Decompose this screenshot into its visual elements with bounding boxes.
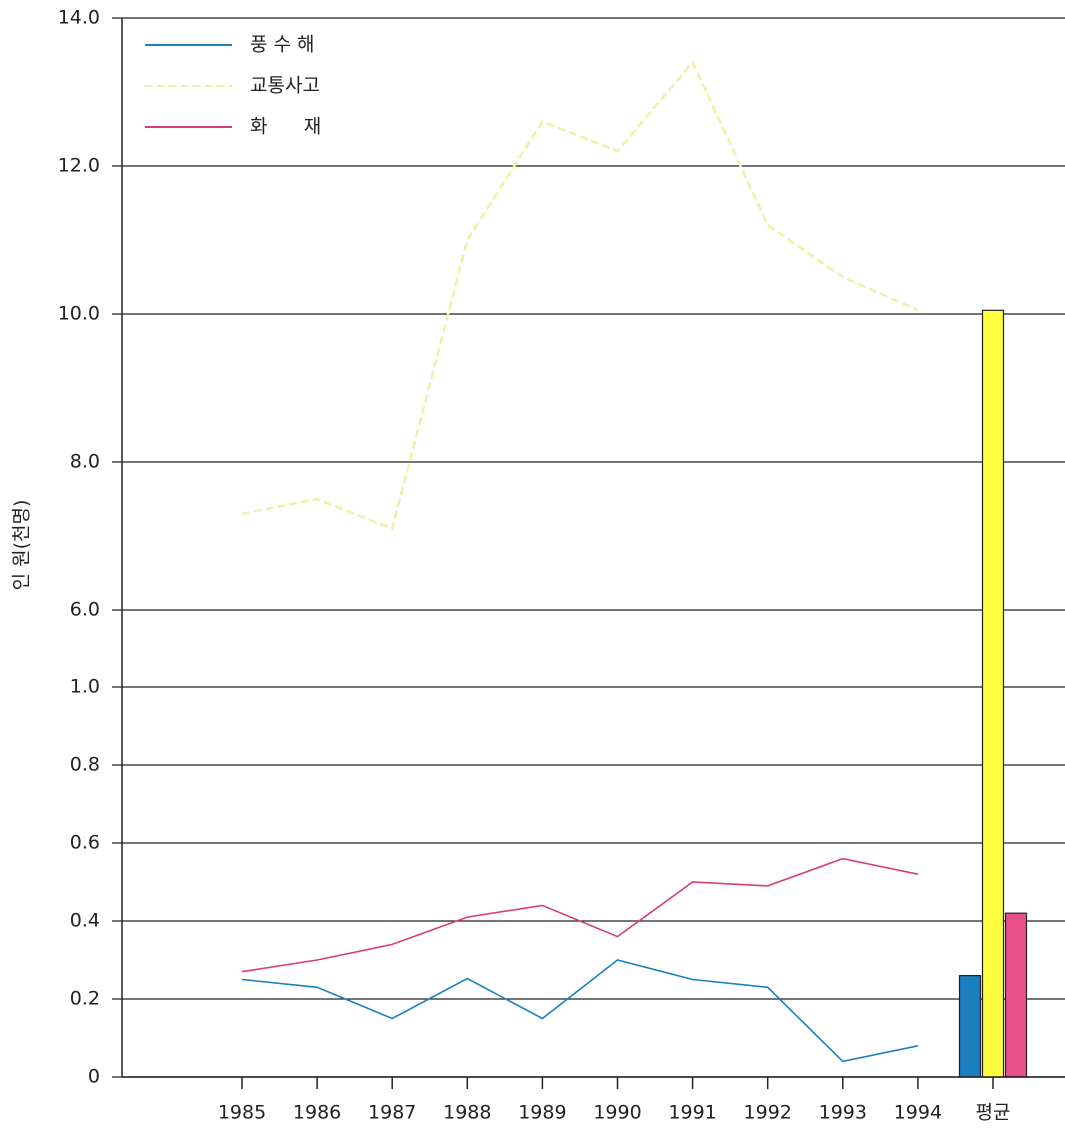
y-tick-label: 8.0: [70, 451, 100, 473]
legend-label: 화 재: [250, 116, 321, 138]
x-tick-label: 1992: [744, 1102, 792, 1124]
x-tick-label: 1993: [819, 1102, 867, 1124]
x-tick-label: 1985: [218, 1102, 266, 1124]
y-axis-label: 인 원(천명): [11, 500, 33, 591]
y-tick-label: 0.6: [70, 832, 100, 854]
y-tick-label: 14.0: [58, 7, 100, 29]
x-tick-label: 1986: [293, 1102, 341, 1124]
line-series: [241, 959, 919, 1063]
average-bar: [958, 974, 982, 1078]
y-tick-label: 0: [88, 1066, 100, 1088]
y-tick-label: 0.4: [70, 910, 100, 932]
y-tick-label: 10.0: [58, 303, 100, 325]
x-tick-label: 1987: [368, 1102, 416, 1124]
x-tick-label: 1994: [894, 1102, 942, 1124]
line-series: [241, 60, 919, 531]
x-tick-label: 1988: [443, 1102, 491, 1124]
line-series: [241, 857, 919, 973]
average-bar: [1004, 912, 1028, 1078]
average-bar: [981, 309, 1005, 1078]
y-tick-label: 0.8: [70, 754, 100, 776]
legend-label: 풍 수 해: [250, 34, 315, 56]
y-tick-label: 6.0: [70, 599, 100, 621]
y-tick-label: 12.0: [58, 155, 100, 177]
x-tick-label: 1989: [518, 1102, 566, 1124]
x-tick-label: 1990: [593, 1102, 641, 1124]
x-tick-label: 1991: [668, 1102, 716, 1124]
x-tick-label: 평균: [976, 1102, 1011, 1124]
y-tick-label: 0.2: [70, 988, 100, 1010]
legend-label: 교통사고: [250, 75, 320, 97]
y-tick-label: 1.0: [70, 676, 100, 698]
